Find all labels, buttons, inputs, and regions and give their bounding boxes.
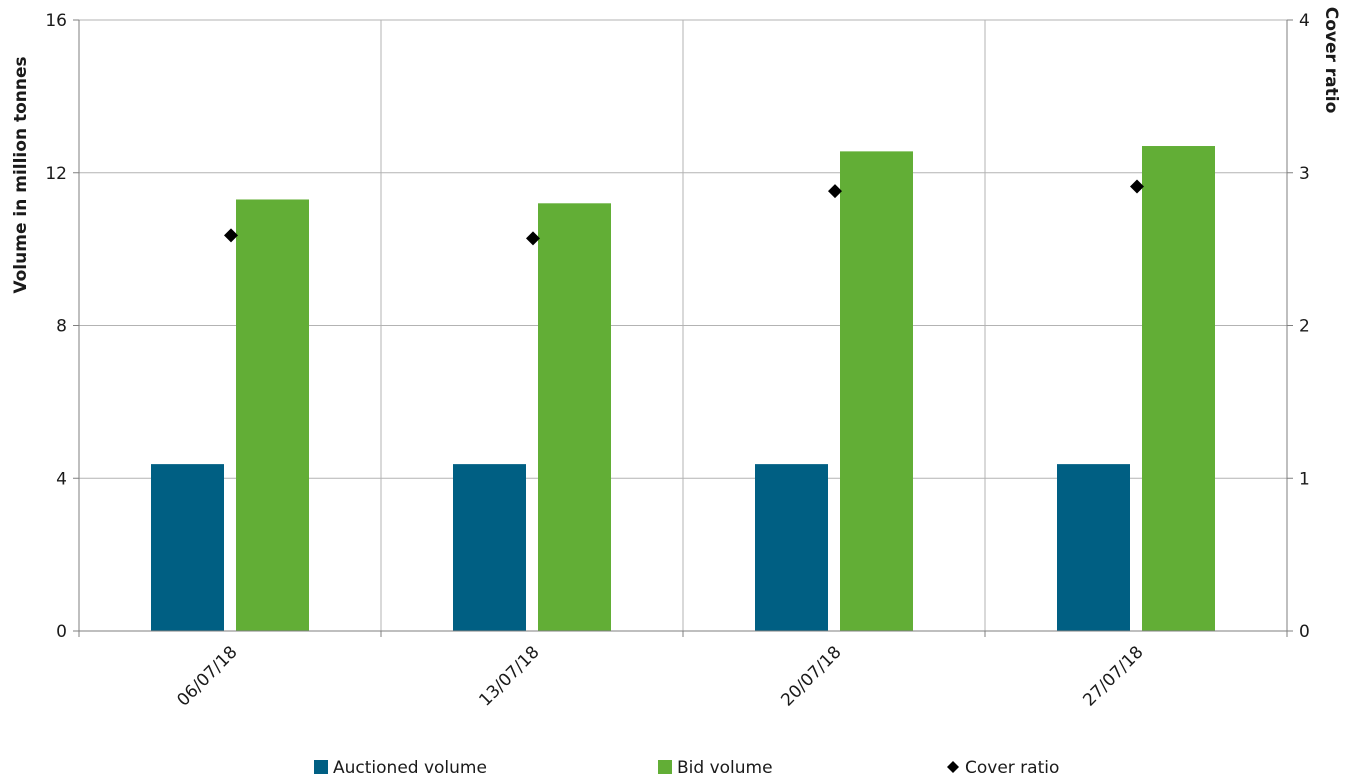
- left-axis-ticks: 0 4 8 12 16: [45, 11, 67, 642]
- legend-label-bid-volume: Bid volume: [677, 758, 773, 778]
- y2-tick-label: 4: [1299, 11, 1310, 31]
- y2-tick-label: 3: [1299, 164, 1310, 184]
- bid-volume-bar: [236, 199, 309, 631]
- category-labels: 06/07/18 13/07/18 20/07/18 27/07/18: [173, 642, 1147, 710]
- bars: [151, 146, 1215, 632]
- cover-ratio-point: [224, 228, 238, 243]
- y-axis-title: Volume in million tonnes: [11, 56, 31, 293]
- legend: Auctioned volume Bid volume Cover ratio: [314, 758, 1059, 778]
- category-label: 27/07/18: [1079, 642, 1147, 710]
- legend-swatch-bid-volume: [658, 760, 672, 774]
- bid-volume-bar: [1142, 146, 1215, 632]
- y-tick-label: 4: [56, 469, 67, 489]
- cover-ratio-point: [828, 184, 842, 199]
- y-tick-label: 0: [56, 622, 67, 642]
- right-axis-ticks: 0 1 2 3 4: [1299, 11, 1310, 642]
- y2-tick-label: 2: [1299, 317, 1310, 337]
- y2-tick-label: 0: [1299, 622, 1310, 642]
- auctioned-volume-bar: [151, 464, 224, 631]
- bid-volume-bar: [840, 151, 913, 632]
- y2-tick-label: 1: [1299, 469, 1310, 489]
- cover-ratio-point: [1130, 179, 1144, 194]
- legend-label-cover-ratio: Cover ratio: [965, 758, 1059, 778]
- cover-ratio-point: [526, 231, 540, 246]
- category-label: 13/07/18: [475, 642, 543, 710]
- axes: [73, 19, 1293, 637]
- auctioned-volume-bar: [755, 464, 828, 631]
- y-tick-label: 16: [45, 11, 67, 31]
- auctioned-volume-bar: [453, 464, 526, 631]
- category-label: 06/07/18: [173, 642, 241, 710]
- y-tick-label: 8: [56, 317, 67, 337]
- legend-swatch-cover-ratio: [947, 761, 959, 773]
- bid-volume-bar: [538, 203, 611, 632]
- auctioned-volume-bar: [1057, 464, 1130, 631]
- legend-label-auctioned-volume: Auctioned volume: [333, 758, 487, 778]
- y2-axis-title: Cover ratio: [1321, 7, 1341, 114]
- legend-swatch-auctioned-volume: [314, 760, 328, 774]
- y-tick-label: 12: [45, 164, 67, 184]
- cover-ratio-markers: [224, 179, 1144, 246]
- category-label: 20/07/18: [777, 642, 845, 710]
